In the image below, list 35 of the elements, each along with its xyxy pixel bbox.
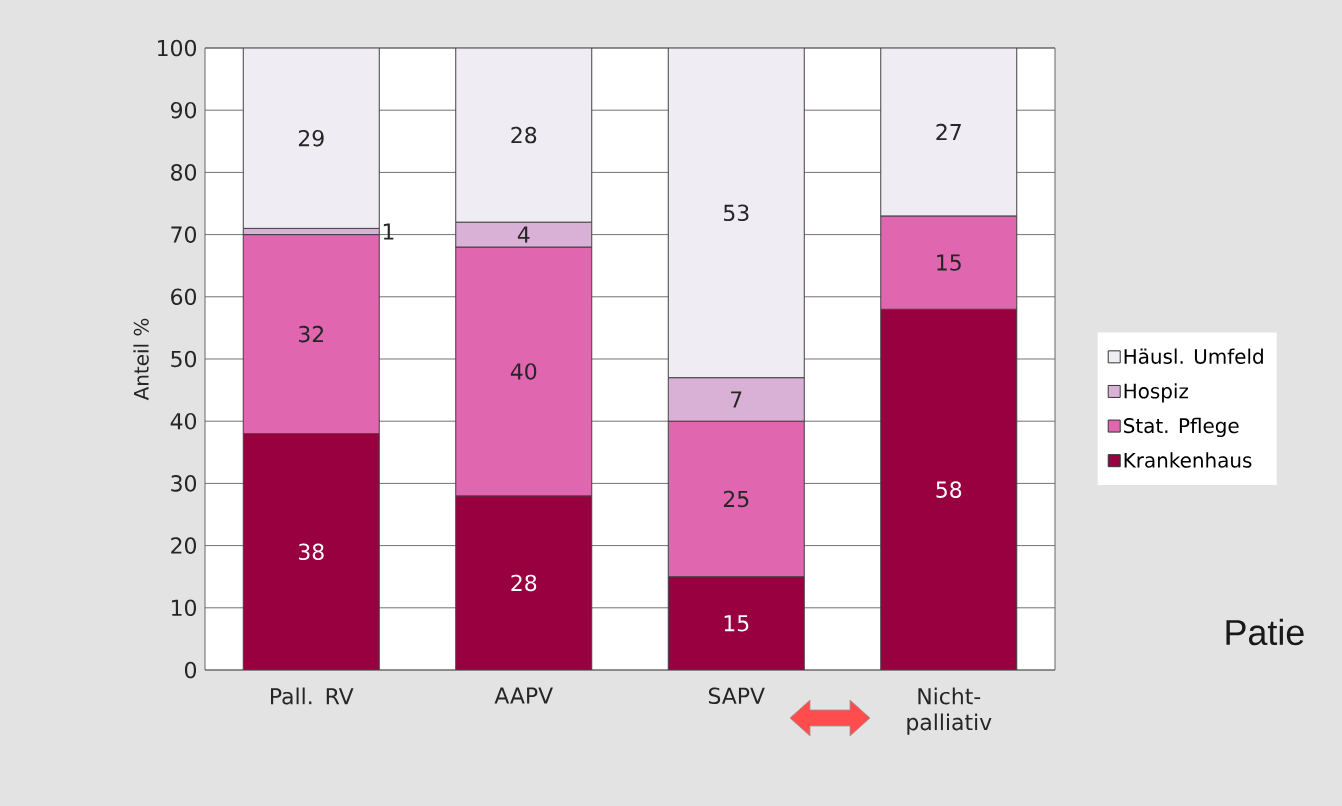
x-tick-label: SAPV bbox=[708, 687, 765, 705]
y-tick-label: 0 bbox=[184, 661, 197, 679]
data-label: 29 bbox=[298, 129, 324, 147]
data-label: 53 bbox=[724, 204, 749, 222]
data-label: 25 bbox=[723, 490, 749, 508]
data-label: 28 bbox=[511, 574, 537, 592]
y-tick-label: 50 bbox=[171, 350, 197, 368]
y-axis-title: Anteil % bbox=[133, 318, 149, 401]
data-label: 27 bbox=[936, 123, 961, 141]
legend-label: Krankenhaus bbox=[1124, 452, 1252, 468]
y-tick-label: 20 bbox=[171, 537, 197, 554]
y-tick-label: 70 bbox=[171, 226, 197, 243]
y-tick-label: 100 bbox=[158, 39, 197, 57]
data-label: 7 bbox=[731, 391, 742, 408]
legend-label: Hospiz bbox=[1124, 383, 1189, 403]
legend-label: Häusl. Umfeld bbox=[1124, 348, 1263, 364]
y-tick-label: 60 bbox=[171, 288, 197, 306]
data-label: 28 bbox=[511, 126, 537, 144]
y-tick-label: 30 bbox=[171, 475, 197, 492]
y-tick-label: 40 bbox=[170, 412, 197, 430]
data-label: 38 bbox=[298, 543, 324, 561]
text: Patie bbox=[1226, 618, 1304, 646]
data-label: 32 bbox=[298, 325, 323, 343]
x-tick-label: Nicht-palliativ bbox=[907, 687, 992, 735]
data-label: 15 bbox=[724, 615, 749, 632]
data-label: 4 bbox=[517, 226, 530, 243]
y-tick-label: 90 bbox=[170, 101, 197, 119]
x-tick-label: Pall. RV bbox=[271, 687, 354, 705]
x-tick-label: AAPV bbox=[494, 687, 553, 704]
data-label: 40 bbox=[510, 363, 537, 380]
data-label: 15 bbox=[937, 254, 961, 271]
legend-label: Stat. Pflege bbox=[1124, 417, 1239, 438]
y-tick-label: 80 bbox=[171, 164, 197, 181]
data-label: 58 bbox=[936, 481, 962, 498]
y-tick-label: 10 bbox=[172, 599, 197, 617]
